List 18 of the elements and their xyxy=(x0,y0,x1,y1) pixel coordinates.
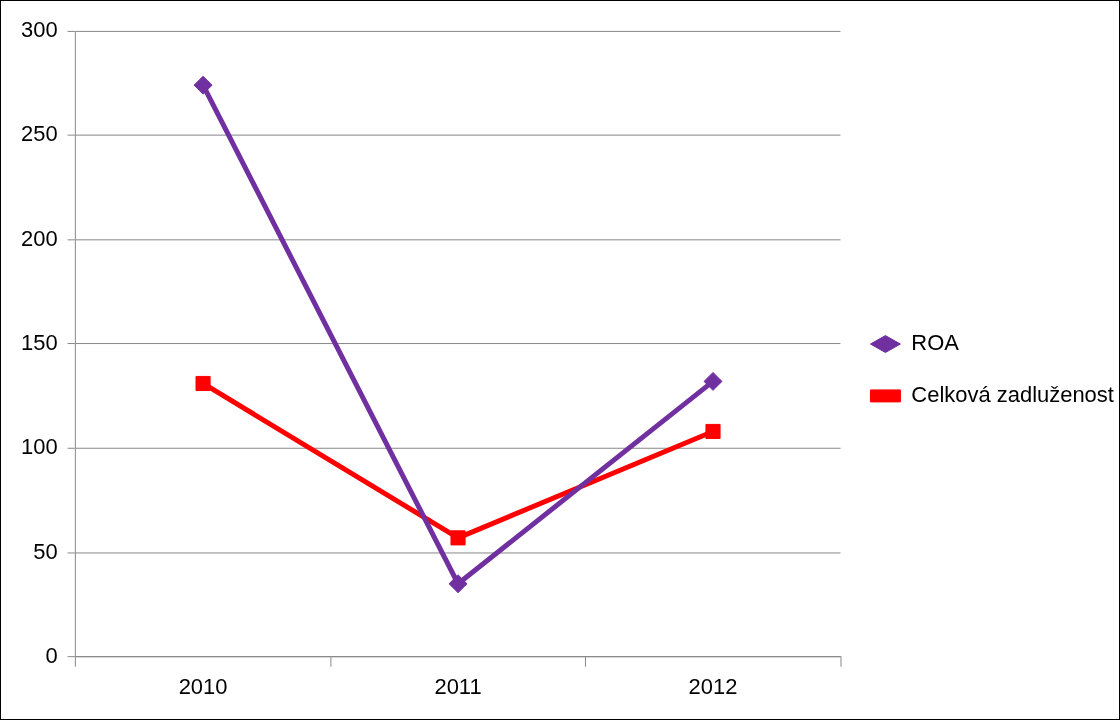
y-tick-label: 200 xyxy=(20,225,58,251)
legend-label: Celková zadluženost xyxy=(911,381,1114,407)
y-tick-label: 150 xyxy=(20,329,58,355)
point xyxy=(195,375,211,392)
legend-label: ROA xyxy=(911,330,960,356)
point xyxy=(448,574,468,594)
point xyxy=(450,530,466,546)
point xyxy=(193,75,213,95)
y-tick-label: 300 xyxy=(20,16,58,42)
point xyxy=(705,423,721,440)
x-tick-label: 2012 xyxy=(688,673,738,699)
y-tick-label: 0 xyxy=(45,642,58,668)
y-tick-label: 250 xyxy=(20,121,58,147)
x-tick-label: 2011 xyxy=(434,673,482,699)
point xyxy=(703,371,723,391)
y-tick-label: 100 xyxy=(20,434,58,460)
y-tick-label: 50 xyxy=(33,538,58,564)
x-tick-label: 2010 xyxy=(178,673,228,699)
